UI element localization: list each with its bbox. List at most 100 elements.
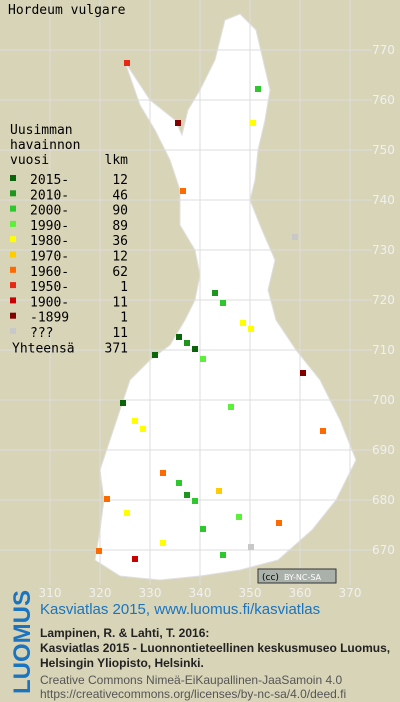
record-marker	[212, 290, 218, 296]
record-marker	[192, 498, 198, 504]
record-marker	[300, 370, 306, 376]
record-marker	[292, 234, 298, 240]
record-marker	[176, 334, 182, 340]
east-label: 360	[289, 586, 312, 600]
record-marker	[184, 492, 190, 498]
license-text: Creative Commons Nimeä-EiKaupallinen-Jaa…	[40, 673, 342, 687]
record-marker	[255, 86, 261, 92]
axis-labels: 770 760 750 740 730 720 710 700 690 680 670 310 320 3…	[39, 43, 395, 600]
record-marker	[250, 120, 256, 126]
north-label: 730	[372, 243, 395, 257]
legend-year-header: vuosi	[10, 153, 49, 168]
legend-label: ???	[30, 326, 53, 341]
legend-total: 371	[105, 341, 128, 356]
legend-swatch	[10, 175, 16, 181]
legend-heading: Uusimman	[10, 123, 73, 138]
badge-frame	[257, 568, 337, 584]
legend-count: 62	[112, 265, 128, 280]
legend-heading: havainnon	[10, 138, 80, 153]
legend-swatch	[10, 236, 16, 243]
records	[96, 60, 326, 562]
legend-count: 11	[112, 326, 128, 341]
record-marker	[192, 346, 198, 352]
citation: Kasviatlas 2015 - Luonnontieteellinen ke…	[40, 641, 390, 655]
legend-label: 2015-	[30, 173, 69, 188]
record-marker	[184, 340, 190, 346]
legend-swatch	[10, 297, 16, 304]
record-marker	[152, 352, 158, 358]
legend-swatch	[10, 282, 16, 289]
north-label: 740	[372, 193, 395, 207]
legend-label: 1900-	[30, 295, 69, 310]
legend-count: 1	[120, 311, 128, 326]
record-marker	[240, 320, 246, 326]
grid	[0, 0, 372, 585]
record-marker	[228, 404, 234, 410]
legend-swatch	[10, 205, 16, 212]
legend-count: 12	[112, 250, 128, 265]
record-marker	[140, 426, 146, 432]
east-label: 340	[189, 586, 212, 600]
legend-count: 11	[112, 295, 128, 310]
badge-text: BY-NC-SA	[284, 573, 322, 582]
east-label: 330	[139, 586, 162, 600]
legend-count: 1	[120, 280, 128, 295]
record-marker	[104, 496, 110, 502]
legend-label: 1950-	[30, 280, 69, 295]
north-label: 720	[372, 293, 395, 307]
legend-swatch	[10, 328, 16, 334]
legend-count: 89	[112, 219, 128, 234]
legend-swatch	[10, 266, 16, 273]
legend-label: -1899	[30, 311, 69, 326]
north-label: 700	[372, 393, 395, 407]
record-marker	[160, 540, 166, 546]
record-marker	[220, 300, 226, 306]
site-link[interactable]: Kasviatlas 2015, www.luomus.fi/kasviatla…	[40, 601, 320, 618]
record-marker	[96, 548, 102, 554]
record-marker	[248, 326, 254, 332]
north-label: 710	[372, 343, 395, 357]
license-url[interactable]: https://creativecommons.org/licenses/by-…	[40, 687, 346, 701]
legend-label: 1980-	[30, 234, 69, 249]
record-marker	[220, 552, 226, 558]
finland-land	[94, 13, 357, 581]
legend-label: 2000-	[30, 204, 69, 219]
legend-count: 46	[112, 188, 128, 203]
record-marker	[124, 60, 130, 66]
north-label: 770	[372, 43, 395, 57]
record-marker	[180, 188, 186, 194]
record-marker	[160, 470, 166, 476]
luomus-logo: LUOMUS	[9, 590, 36, 694]
record-marker	[320, 428, 326, 434]
east-label: 370	[339, 586, 362, 600]
north-label: 670	[372, 543, 395, 557]
legend-count: 12	[112, 173, 128, 188]
legend-label: 2010-	[30, 188, 69, 203]
map-title: Hordeum vulgare	[8, 3, 126, 18]
legend: Uusimman havainnon vuosi lkm 2015- 12 2010…	[10, 123, 128, 356]
badge-cc: (cc)	[262, 573, 279, 583]
legend-count-header: lkm	[105, 153, 129, 168]
record-marker	[175, 120, 181, 126]
record-marker	[236, 514, 242, 520]
legend-count: 90	[112, 204, 128, 219]
citation: Helsingin Yliopisto, Helsinki.	[40, 656, 204, 670]
legend-swatch	[10, 220, 16, 227]
record-marker	[200, 356, 206, 362]
record-marker	[216, 488, 222, 494]
record-marker	[248, 544, 254, 550]
north-label: 760	[372, 93, 395, 107]
record-marker	[176, 480, 182, 486]
legend-swatch	[10, 190, 16, 197]
legend-swatch	[10, 251, 16, 258]
north-label: 680	[372, 493, 395, 507]
record-marker	[276, 520, 282, 526]
legend-total-label: Yhteensä	[12, 341, 75, 356]
north-label: 750	[372, 143, 395, 157]
record-marker	[132, 556, 138, 562]
north-label: 690	[372, 443, 395, 457]
citation: Lampinen, R. & Lahti, T. 2016:	[40, 626, 209, 640]
legend-label: 1960-	[30, 265, 69, 280]
record-marker	[124, 510, 130, 516]
